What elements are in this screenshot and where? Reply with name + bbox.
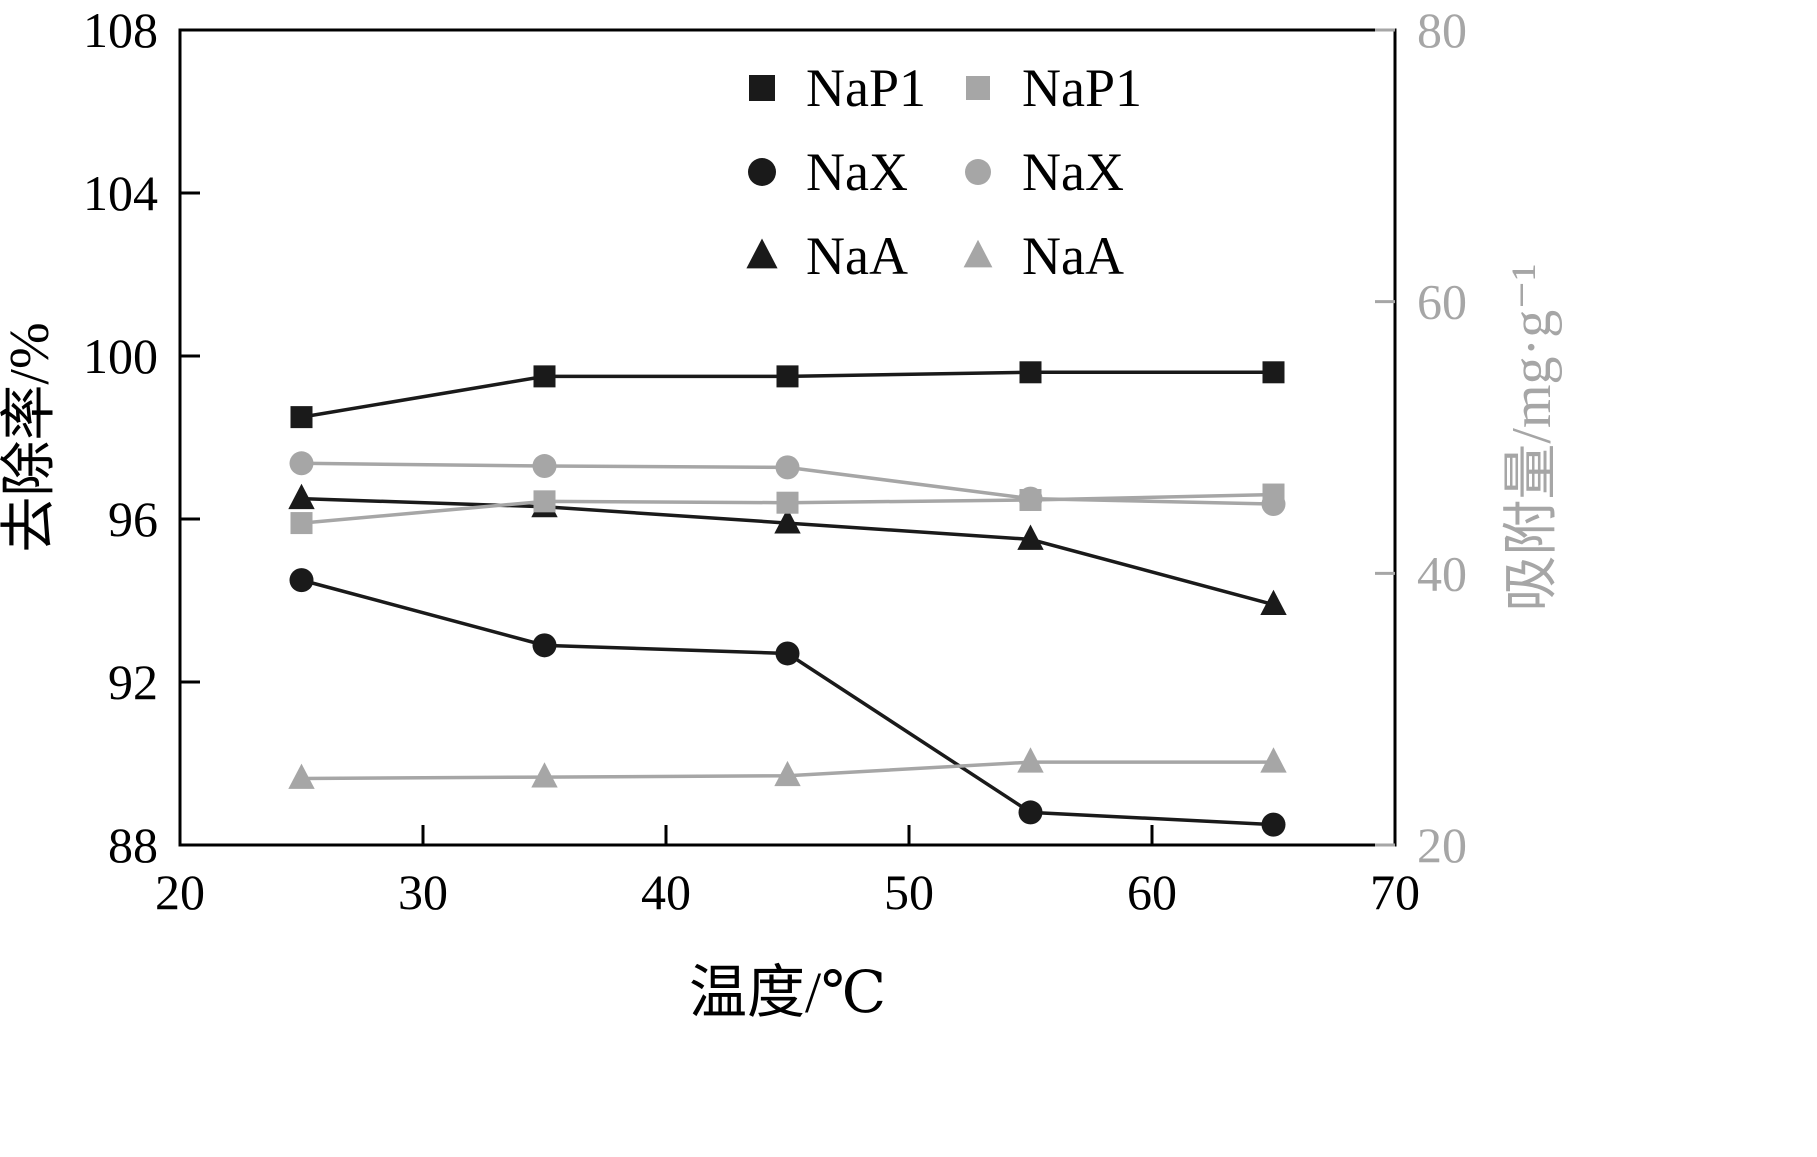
circle-marker (775, 455, 800, 480)
series-naa-right (288, 747, 1287, 789)
square-marker (533, 490, 556, 513)
left-y-axis-title: 去除率/% (0, 322, 61, 552)
x-axis-title: 温度/℃ (689, 960, 886, 1025)
circle-marker (1018, 486, 1043, 511)
axes: 20 30 40 50 60 70 88 92 96 100 104 108 20 40 60 80 (83, 2, 1467, 920)
series-nax-right (289, 451, 1286, 517)
series-nax-left (289, 568, 1286, 837)
left-y-tick-label: 100 (83, 328, 158, 384)
right-y-tick-label: 80 (1417, 2, 1467, 58)
series-line (301, 578, 1274, 827)
legend-circle-icon (965, 159, 991, 185)
left-y-tick-label: 92 (108, 654, 158, 710)
square-marker (776, 491, 799, 514)
legend-label: NaP1 (806, 58, 926, 118)
square-marker (290, 512, 313, 535)
circle-marker (532, 633, 557, 658)
right-y-tick-label: 40 (1417, 545, 1467, 601)
square-marker (1019, 361, 1042, 384)
legend-square-icon (966, 76, 990, 100)
x-tick-label: 40 (641, 864, 691, 920)
square-marker (533, 365, 556, 388)
legend-label: NaA (1022, 226, 1124, 286)
legend-label: NaA (806, 226, 908, 286)
x-tick-label: 30 (398, 864, 448, 920)
circle-marker (1261, 812, 1286, 837)
triangle-marker (288, 763, 315, 789)
circle-marker (775, 641, 800, 666)
triangle-marker (1017, 747, 1044, 773)
triangle-marker (774, 508, 801, 534)
triangle-marker (288, 483, 315, 510)
circle-marker (289, 451, 314, 476)
square-marker (776, 365, 799, 388)
legend-triangle-icon (746, 238, 778, 269)
triangle-marker (1260, 747, 1287, 773)
square-marker (1262, 361, 1285, 384)
legend-label: NaX (806, 142, 908, 202)
x-tick-label: 20 (155, 864, 205, 920)
circle-marker (1018, 800, 1043, 825)
triangle-marker (774, 760, 801, 787)
triangle-marker (1260, 589, 1287, 616)
triangle-marker (1017, 524, 1044, 550)
right-y-axis-title: 吸附量/mg·g⁻¹ (1501, 263, 1563, 611)
circle-marker (1261, 492, 1286, 517)
square-marker (290, 406, 313, 429)
circle-marker (289, 568, 314, 593)
x-tick-label: 60 (1127, 864, 1177, 920)
left-y-tick-label: 108 (83, 2, 158, 58)
circle-marker (532, 454, 557, 479)
legend-label: NaX (1022, 142, 1124, 202)
triangle-marker (531, 762, 558, 788)
legend-square-icon (749, 75, 775, 101)
legend-triangle-icon (963, 239, 993, 268)
left-y-tick-label: 88 (108, 817, 158, 873)
x-tick-label: 70 (1370, 864, 1420, 920)
left-y-tick-label: 104 (83, 165, 158, 221)
x-tick-label: 50 (884, 864, 934, 920)
plot-frame (178, 28, 1397, 847)
series-nap1-left (290, 361, 1285, 429)
left-y-tick-label: 96 (108, 491, 158, 547)
right-y-tick-label: 20 (1417, 817, 1467, 873)
right-y-tick-label: 60 (1417, 274, 1467, 330)
legend: NaP1 NaX NaA NaP1 NaX NaA (746, 58, 1142, 286)
legend-circle-icon (748, 158, 776, 186)
legend-label: NaP1 (1022, 58, 1142, 118)
